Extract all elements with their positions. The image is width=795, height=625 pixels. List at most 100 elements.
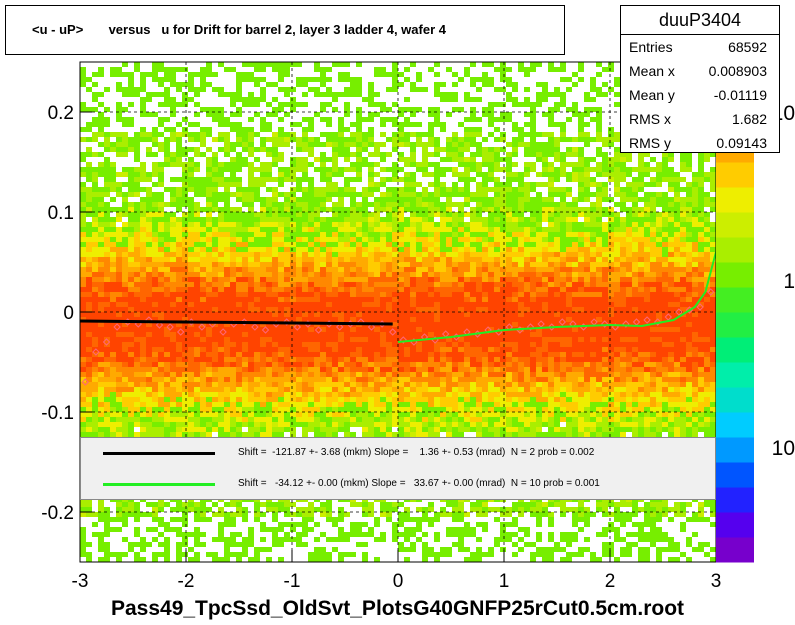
heatmap-cell bbox=[284, 407, 290, 412]
heatmap-cell bbox=[92, 417, 98, 422]
heatmap-cell bbox=[242, 397, 248, 402]
heatmap-cell bbox=[344, 182, 350, 187]
heatmap-cell bbox=[416, 87, 422, 92]
heatmap-cell bbox=[92, 337, 98, 342]
heatmap-cell bbox=[284, 212, 290, 217]
heatmap-cell bbox=[356, 542, 362, 547]
heatmap-cell bbox=[296, 372, 302, 377]
heatmap-cell bbox=[266, 432, 272, 437]
heatmap-cell bbox=[452, 157, 458, 162]
heatmap-cell bbox=[266, 427, 272, 432]
heatmap-cell bbox=[368, 182, 374, 187]
heatmap-cell bbox=[86, 257, 92, 262]
heatmap-cell bbox=[434, 387, 440, 392]
heatmap-cell bbox=[260, 392, 266, 397]
heatmap-cell bbox=[434, 147, 440, 152]
heatmap-cell bbox=[182, 377, 188, 382]
heatmap-cell bbox=[440, 282, 446, 287]
heatmap-cell bbox=[326, 332, 332, 337]
heatmap-cell bbox=[278, 427, 284, 432]
heatmap-cell bbox=[446, 377, 452, 382]
heatmap-cell bbox=[410, 247, 416, 252]
heatmap-cell bbox=[308, 142, 314, 147]
heatmap-cell bbox=[164, 337, 170, 342]
heatmap-cell bbox=[434, 307, 440, 312]
heatmap-cell bbox=[230, 297, 236, 302]
heatmap-cell bbox=[362, 272, 368, 277]
heatmap-cell bbox=[410, 82, 416, 87]
heatmap-cell bbox=[266, 357, 272, 362]
heatmap-cell bbox=[416, 302, 422, 307]
heatmap-cell bbox=[374, 292, 380, 297]
heatmap-cell bbox=[158, 77, 164, 82]
heatmap-cell bbox=[218, 212, 224, 217]
heatmap-cell bbox=[122, 142, 128, 147]
heatmap-cell bbox=[194, 92, 200, 97]
heatmap-cell bbox=[458, 237, 464, 242]
heatmap-cell bbox=[236, 112, 242, 117]
heatmap-cell bbox=[404, 312, 410, 317]
heatmap-cell bbox=[404, 302, 410, 307]
heatmap-cell bbox=[86, 237, 92, 242]
heatmap-cell bbox=[116, 387, 122, 392]
heatmap-cell bbox=[368, 417, 374, 422]
heatmap-cell bbox=[428, 227, 434, 232]
heatmap-cell bbox=[224, 427, 230, 432]
heatmap-cell bbox=[344, 417, 350, 422]
heatmap-cell bbox=[308, 402, 314, 407]
heatmap-cell bbox=[332, 362, 338, 367]
heatmap-cell bbox=[320, 187, 326, 192]
heatmap-cell bbox=[176, 232, 182, 237]
heatmap-cell bbox=[362, 327, 368, 332]
heatmap-cell bbox=[230, 302, 236, 307]
heatmap-cell bbox=[368, 507, 374, 512]
heatmap-cell bbox=[350, 302, 356, 307]
heatmap-cell bbox=[176, 322, 182, 327]
heatmap-cell bbox=[188, 222, 194, 227]
heatmap-cell bbox=[332, 292, 338, 297]
heatmap-cell bbox=[248, 242, 254, 247]
heatmap-cell bbox=[428, 222, 434, 227]
heatmap-cell bbox=[320, 412, 326, 417]
heatmap-cell bbox=[170, 397, 176, 402]
heatmap-cell bbox=[260, 387, 266, 392]
heatmap-cell bbox=[248, 232, 254, 237]
heatmap-cell bbox=[302, 387, 308, 392]
heatmap-cell bbox=[206, 292, 212, 297]
heatmap-cell bbox=[98, 402, 104, 407]
heatmap-cell bbox=[158, 132, 164, 137]
heatmap-cell bbox=[206, 157, 212, 162]
heatmap-cell bbox=[284, 522, 290, 527]
heatmap-cell bbox=[380, 537, 386, 542]
heatmap-cell bbox=[284, 417, 290, 422]
heatmap-cell bbox=[236, 222, 242, 227]
heatmap-cell bbox=[452, 432, 458, 437]
heatmap-cell bbox=[122, 322, 128, 327]
heatmap-cell bbox=[290, 242, 296, 247]
heatmap-cell bbox=[392, 212, 398, 217]
heatmap-cell bbox=[140, 312, 146, 317]
heatmap-cell bbox=[350, 227, 356, 232]
heatmap-cell bbox=[134, 237, 140, 242]
heatmap-cell bbox=[218, 527, 224, 532]
heatmap-cell bbox=[386, 362, 392, 367]
heatmap-cell bbox=[212, 252, 218, 257]
heatmap-cell bbox=[116, 427, 122, 432]
heatmap-cell bbox=[140, 137, 146, 142]
heatmap-cell bbox=[314, 267, 320, 272]
heatmap-cell bbox=[176, 277, 182, 282]
heatmap-cell bbox=[230, 242, 236, 247]
heatmap-cell bbox=[458, 322, 464, 327]
heatmap-cell bbox=[146, 392, 152, 397]
heatmap-cell bbox=[284, 227, 290, 232]
heatmap-cell bbox=[104, 412, 110, 417]
heatmap-cell bbox=[170, 327, 176, 332]
heatmap-cell bbox=[152, 367, 158, 372]
heatmap-cell bbox=[308, 147, 314, 152]
heatmap-cell bbox=[332, 427, 338, 432]
heatmap-cell bbox=[230, 367, 236, 372]
heatmap-cell bbox=[350, 212, 356, 217]
heatmap-cell bbox=[440, 127, 446, 132]
heatmap-cell bbox=[230, 177, 236, 182]
heatmap-cell bbox=[290, 372, 296, 377]
